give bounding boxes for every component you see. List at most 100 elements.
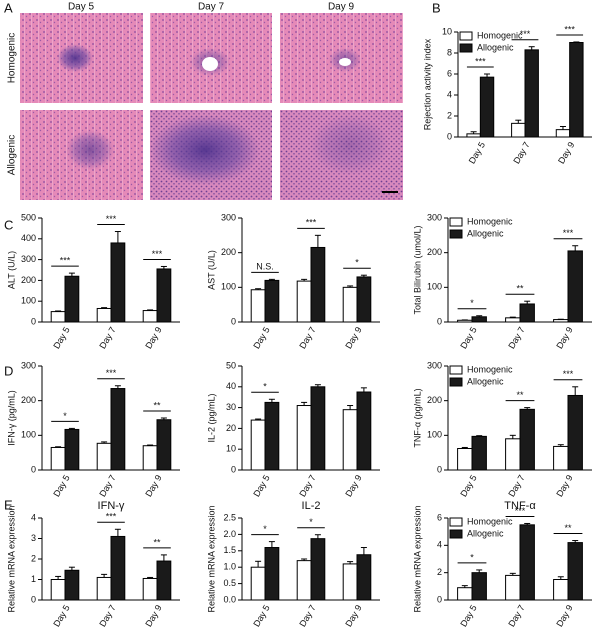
bar (466, 133, 481, 138)
y-tick-label: 50 (226, 360, 236, 370)
significance-label: ** (564, 523, 572, 533)
legend-swatch (449, 517, 463, 527)
x-tick-label: Day 7 (97, 473, 117, 498)
significance-label: * (470, 298, 474, 308)
y-axis-label: ALT (U/L) (6, 251, 16, 289)
chart-title: IL-2 (302, 500, 321, 512)
y-tick-label: 4 (31, 512, 36, 522)
bar (250, 289, 266, 323)
bar (471, 435, 487, 471)
panel-label: D (4, 363, 13, 378)
x-tick-label: Day 5 (51, 473, 71, 498)
x-tick-label: Day 9 (554, 325, 574, 350)
bar (553, 319, 569, 323)
significance-label: * (470, 552, 474, 562)
bar (96, 576, 112, 601)
y-tick-label: 100 (21, 296, 36, 306)
significance-label: ** (153, 400, 161, 410)
y-tick-label: 30 (226, 402, 236, 412)
bar (342, 286, 358, 323)
bar (50, 579, 66, 601)
legend-label: Allogenic (467, 376, 504, 386)
significance-label: *** (152, 249, 163, 259)
bar (64, 569, 80, 601)
bar (356, 276, 372, 323)
significance-label: *** (60, 255, 71, 265)
bar (356, 554, 372, 601)
legend-label: Homogenic (467, 516, 513, 526)
y-tick-label: 4 (447, 89, 452, 99)
column-label: Day 7 (198, 2, 225, 13)
x-tick-label: Day 9 (143, 325, 163, 350)
legend-swatch (459, 43, 473, 53)
significance-label: *** (106, 214, 117, 224)
bar (505, 574, 521, 601)
y-tick-label: 1.0 (223, 562, 236, 572)
legend-swatch (459, 31, 473, 41)
significance-label: *** (306, 218, 317, 228)
y-axis-label: AST (U/L) (206, 250, 216, 290)
y-tick-label: 20 (226, 423, 236, 433)
bar (553, 579, 569, 601)
row-label: Allogenic (7, 135, 18, 176)
x-tick-label: Day 9 (343, 603, 363, 628)
legend-label: Allogenic (477, 42, 514, 52)
bar (310, 246, 326, 323)
bar (156, 268, 172, 323)
legend-swatch (449, 529, 463, 539)
y-tick-label: 500 (21, 212, 36, 222)
significance-label: *** (564, 24, 575, 34)
x-tick-label: Day 9 (556, 140, 576, 165)
y-tick-label: 0 (231, 464, 236, 474)
bar (479, 76, 495, 138)
y-axis-label: IFN-γ (pg/mL) (6, 390, 16, 446)
significance-label: *** (563, 369, 574, 379)
significance-label: ** (516, 284, 524, 294)
y-tick-label: 2.0 (223, 529, 236, 539)
legend-swatch (449, 229, 463, 239)
x-tick-label: Day 7 (297, 473, 317, 498)
y-axis-label: IL-2 (pg/mL) (206, 393, 216, 442)
bar (110, 242, 126, 323)
legend-label: Homogenic (467, 364, 513, 374)
bar (471, 572, 487, 601)
y-tick-label: 300 (221, 212, 236, 222)
bar (250, 419, 266, 471)
x-tick-label: Day 5 (251, 325, 271, 350)
x-tick-label: Day 7 (97, 325, 117, 350)
x-tick-label: Day 9 (143, 473, 163, 498)
significance-label: *** (563, 228, 574, 238)
y-tick-label: 300 (427, 360, 442, 370)
y-tick-label: 100 (427, 282, 442, 292)
bar (471, 316, 487, 323)
bar (296, 405, 312, 471)
y-tick-label: 8 (447, 47, 452, 57)
y-axis-label: Rejection activity index (422, 38, 432, 130)
y-tick-label: 6 (447, 68, 452, 78)
bar (567, 394, 583, 471)
y-tick-label: 0.0 (223, 594, 236, 604)
histology-images (20, 13, 403, 200)
bar (156, 560, 172, 601)
x-tick-label: Day 7 (297, 325, 317, 350)
legend-swatch (449, 377, 463, 387)
bar (457, 319, 473, 323)
y-tick-label: 2 (447, 110, 452, 120)
bar (142, 310, 158, 323)
y-tick-label: 300 (21, 360, 36, 370)
y-axis-label: Total Bilirubin (umol/L) (412, 225, 422, 314)
bar (156, 419, 172, 471)
bar (64, 275, 80, 323)
legend-label: Homogenic (467, 216, 513, 226)
y-tick-label: 400 (21, 233, 36, 243)
x-tick-label: Day 5 (251, 603, 271, 628)
y-tick-label: 0 (31, 316, 36, 326)
bar (310, 386, 326, 471)
x-tick-label: Day 7 (97, 603, 117, 628)
y-tick-label: 2.5 (223, 512, 236, 522)
y-tick-label: 3 (31, 533, 36, 543)
x-tick-label: Day 5 (251, 473, 271, 498)
y-tick-label: 200 (427, 247, 442, 257)
y-tick-label: 100 (21, 430, 36, 440)
bar (505, 317, 521, 323)
